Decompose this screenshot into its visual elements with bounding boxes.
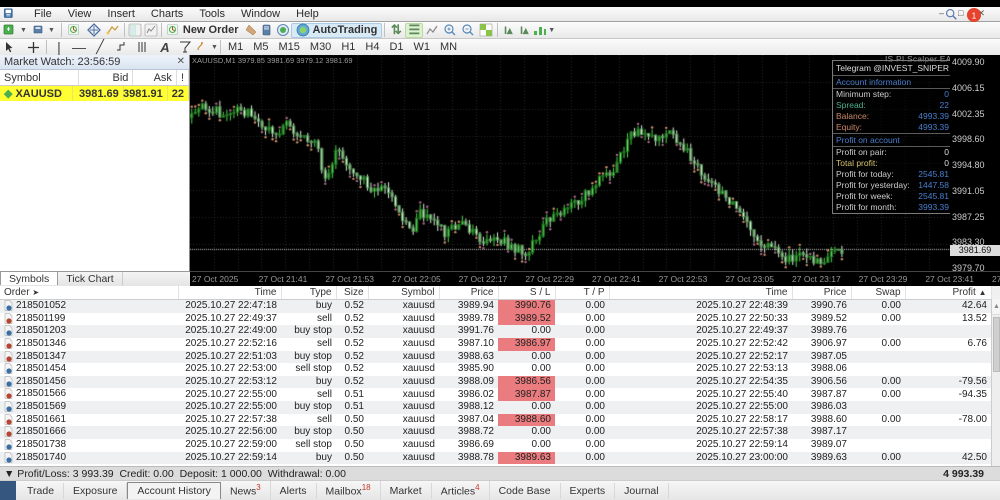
svg-text:1: 1 [972,10,977,20]
